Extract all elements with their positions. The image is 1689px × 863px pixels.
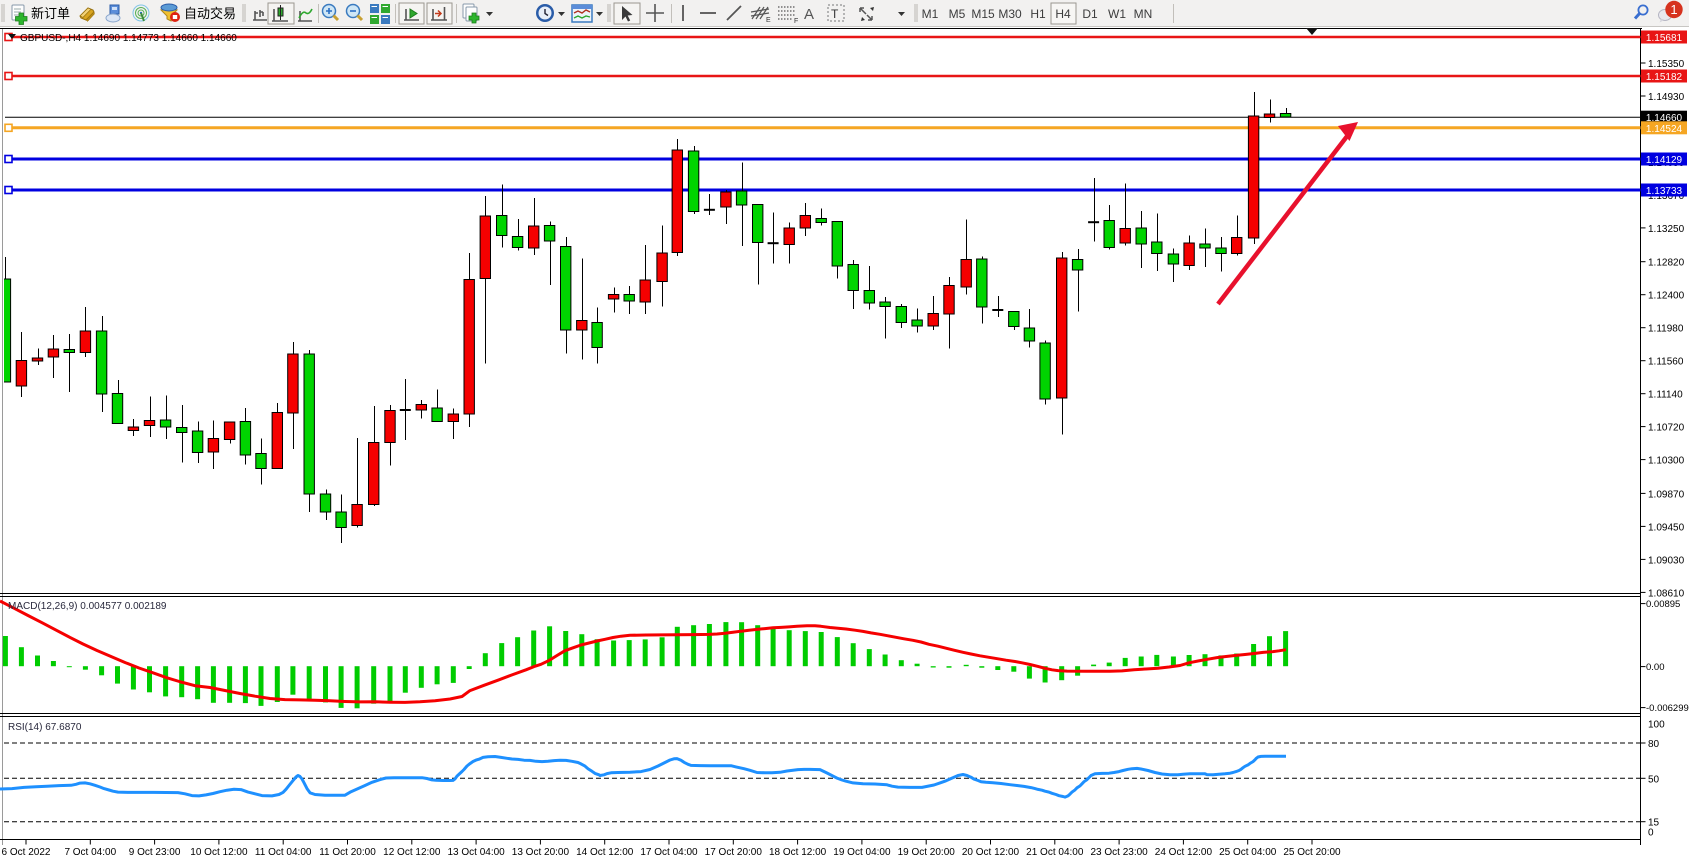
- svg-text:19 Oct 04:00: 19 Oct 04:00: [833, 847, 891, 858]
- svg-text:13 Oct 04:00: 13 Oct 04:00: [447, 847, 505, 858]
- svg-text:24 Oct 12:00: 24 Oct 12:00: [1155, 847, 1213, 858]
- svg-text:1.15182: 1.15182: [1646, 72, 1683, 83]
- svg-text:0.00: 0.00: [1646, 662, 1665, 673]
- svg-text:M30: M30: [998, 7, 1022, 21]
- svg-text:M15: M15: [971, 7, 995, 21]
- svg-text:-0.006299: -0.006299: [1646, 703, 1689, 714]
- svg-text:1.09450: 1.09450: [1648, 522, 1685, 533]
- svg-text:1.13733: 1.13733: [1646, 186, 1683, 197]
- svg-text:23 Oct 23:00: 23 Oct 23:00: [1090, 847, 1148, 858]
- svg-text:21 Oct 04:00: 21 Oct 04:00: [1026, 847, 1084, 858]
- svg-text:1: 1: [1670, 2, 1677, 17]
- svg-text:25 Oct 04:00: 25 Oct 04:00: [1219, 847, 1277, 858]
- svg-text:1.09030: 1.09030: [1648, 555, 1685, 566]
- svg-text:1.11980: 1.11980: [1648, 324, 1684, 335]
- svg-text:1.08610: 1.08610: [1648, 588, 1685, 599]
- svg-text:M5: M5: [949, 7, 966, 21]
- svg-text:1.15681: 1.15681: [1646, 33, 1683, 44]
- svg-text:1.11560: 1.11560: [1648, 357, 1684, 368]
- svg-text:15: 15: [1648, 818, 1660, 829]
- svg-text:M1: M1: [922, 7, 939, 21]
- svg-text:14 Oct 12:00: 14 Oct 12:00: [576, 847, 634, 858]
- svg-text:T: T: [831, 7, 839, 21]
- svg-text:新订单: 新订单: [31, 6, 70, 21]
- svg-text:50: 50: [1648, 774, 1660, 785]
- svg-text:E: E: [766, 17, 771, 24]
- svg-text:13 Oct 20:00: 13 Oct 20:00: [512, 847, 570, 858]
- svg-text:H4: H4: [1055, 7, 1071, 21]
- svg-text:MN: MN: [1134, 7, 1153, 21]
- svg-text:MACD(12,26,9) 0.004577 0.00218: MACD(12,26,9) 0.004577 0.002189: [8, 601, 167, 612]
- svg-text:1.13250: 1.13250: [1648, 224, 1685, 235]
- svg-text:11 Oct 20:00: 11 Oct 20:00: [319, 847, 376, 858]
- svg-text:0.00895: 0.00895: [1646, 599, 1680, 610]
- svg-text:1.14129: 1.14129: [1646, 155, 1683, 166]
- svg-text:25 Oct 20:00: 25 Oct 20:00: [1283, 847, 1341, 858]
- svg-text:19 Oct 20:00: 19 Oct 20:00: [898, 847, 956, 858]
- svg-text:1.10300: 1.10300: [1648, 456, 1685, 467]
- svg-text:1.10720: 1.10720: [1648, 423, 1685, 434]
- svg-text:11 Oct 04:00: 11 Oct 04:00: [255, 847, 312, 858]
- svg-text:0: 0: [1648, 828, 1654, 839]
- svg-text:1.12820: 1.12820: [1648, 258, 1685, 269]
- svg-text:1.09870: 1.09870: [1648, 489, 1685, 500]
- svg-text:1.14524: 1.14524: [1646, 124, 1683, 135]
- svg-text:80: 80: [1648, 739, 1660, 750]
- svg-text:17 Oct 04:00: 17 Oct 04:00: [640, 847, 698, 858]
- svg-text:6 Oct 2022: 6 Oct 2022: [2, 847, 51, 858]
- svg-text:H1: H1: [1030, 7, 1046, 21]
- svg-text:20 Oct 12:00: 20 Oct 12:00: [962, 847, 1020, 858]
- svg-text:GBPUSD-,H4 1.14690 1.14773 1.: GBPUSD-,H4 1.14690 1.14773 1.14660 1.146…: [20, 33, 237, 44]
- svg-text:1.15350: 1.15350: [1648, 59, 1685, 70]
- svg-text:12 Oct 12:00: 12 Oct 12:00: [383, 847, 441, 858]
- svg-text:9 Oct 23:00: 9 Oct 23:00: [129, 847, 181, 858]
- svg-text:F: F: [794, 18, 798, 25]
- svg-text:W1: W1: [1108, 7, 1126, 21]
- svg-text:100: 100: [1648, 719, 1665, 730]
- svg-text:1.11140: 1.11140: [1648, 390, 1683, 401]
- svg-text:自动交易: 自动交易: [184, 6, 236, 21]
- svg-text:18 Oct 12:00: 18 Oct 12:00: [769, 847, 827, 858]
- svg-text:RSI(14) 67.6870: RSI(14) 67.6870: [8, 722, 82, 733]
- svg-text:10 Oct 12:00: 10 Oct 12:00: [190, 847, 248, 858]
- svg-text:1.14930: 1.14930: [1648, 92, 1685, 103]
- svg-text:D1: D1: [1082, 7, 1098, 21]
- svg-text:7 Oct 04:00: 7 Oct 04:00: [64, 847, 116, 858]
- svg-text:17 Oct 20:00: 17 Oct 20:00: [705, 847, 763, 858]
- svg-text:A: A: [804, 6, 814, 23]
- svg-text:1.12400: 1.12400: [1648, 291, 1685, 302]
- svg-text:1.14660: 1.14660: [1646, 113, 1683, 124]
